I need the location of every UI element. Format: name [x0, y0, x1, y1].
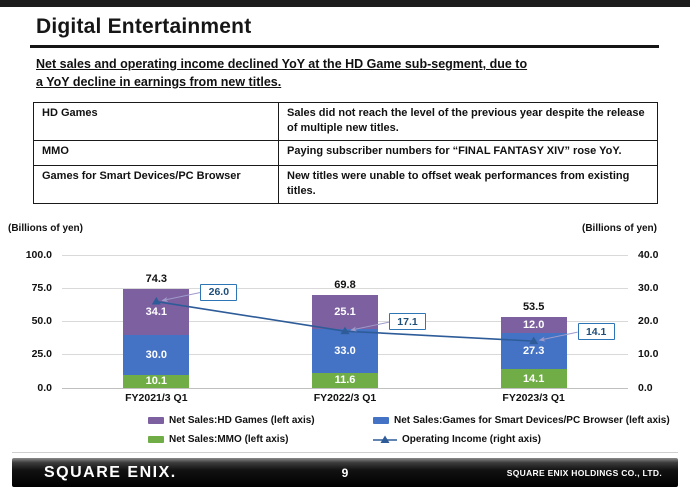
bar-segment-value: 12.0	[522, 318, 545, 331]
bar-total-label: 53.5	[522, 300, 545, 313]
left-axis-tick-label: 75.0	[31, 281, 52, 294]
hd-games-swatch	[148, 417, 164, 424]
bar-segment-value: 11.6	[334, 374, 356, 387]
left-axis-tick-label: 50.0	[31, 315, 52, 327]
right-axis-tick-label: 20.0	[638, 315, 659, 327]
bar-segment: 25.1	[312, 295, 378, 329]
operating-income-callout: 14.1	[577, 323, 615, 341]
bar-segment: 11.6	[312, 372, 378, 388]
company-name: SQUARE ENIX HOLDINGS CO., LTD.	[506, 467, 662, 478]
bar-segment: 12.0	[500, 316, 567, 333]
bar-segment-value: 10.1	[145, 375, 168, 388]
table-cell-segment: MMO	[33, 140, 279, 166]
bar-segment: 30.0	[123, 334, 190, 375]
bar-segment: 33.0	[312, 328, 378, 373]
left-axis-tick-label: 25.0	[31, 348, 52, 361]
right-axis-title: (Billions of yen)	[582, 223, 657, 234]
table-cell-comment: Sales did not reach the level of the pre…	[278, 102, 658, 141]
x-axis-label: FY2021/3 Q1	[125, 392, 188, 404]
page-number: 9	[341, 465, 349, 480]
table-cell-comment: Paying subscriber numbers for “FINAL FAN…	[278, 140, 658, 166]
smart-devices-swatch	[373, 417, 389, 424]
footer-divider	[12, 452, 678, 453]
legend-item-mmo: Net Sales:MMO (left axis)	[148, 434, 288, 445]
gridline	[62, 254, 628, 256]
page-title: Digital Entertainment	[36, 15, 252, 38]
bar-segment-value: 30.0	[145, 348, 168, 361]
legend-item-hd-games: Net Sales:HD Games (left axis)	[148, 415, 315, 426]
table-cell-comment: New titles were unable to offset weak pe…	[278, 165, 658, 204]
table-cell-segment: HD Games	[33, 102, 279, 141]
title-underline	[30, 45, 659, 48]
square-enix-logo: SQUARE ENIX.	[44, 463, 177, 481]
bar-segment-value: 14.1	[522, 372, 545, 385]
table-row: Games for Smart Devices/PC Browser New t…	[33, 165, 658, 204]
legend-label: Net Sales:HD Games (left axis)	[169, 415, 315, 426]
bar-segment-value: 27.3	[522, 345, 545, 358]
bar-total-label: 69.8	[334, 279, 356, 292]
bar-segment: 34.1	[123, 289, 190, 335]
right-axis-tick-label: 40.0	[638, 248, 659, 261]
table-cell-segment: Games for Smart Devices/PC Browser	[33, 165, 279, 204]
legend-label: Net Sales:MMO (left axis)	[169, 434, 289, 445]
x-axis-label: FY2023/3 Q1	[502, 392, 565, 404]
bar-segment: 14.1	[500, 369, 567, 388]
mmo-swatch	[148, 436, 164, 443]
legend-label: Operating Income (right axis)	[402, 434, 541, 445]
left-axis-tick-label: 0.0	[37, 381, 52, 394]
bar-segment-value: 33.0	[334, 344, 356, 357]
operating-income-callout: 17.1	[389, 313, 426, 331]
left-axis-title: (Billions of yen)	[8, 223, 83, 234]
bar-segment-value: 25.1	[334, 305, 356, 318]
table-row: HD Games Sales did not reach the level o…	[33, 102, 658, 141]
left-axis-tick-label: 100.0	[25, 248, 52, 261]
bar-total-label: 74.3	[145, 273, 168, 286]
footer-bar: SQUARE ENIX. 9 SQUARE ENIX HOLDINGS CO.,…	[12, 458, 678, 487]
subtitle-line-1: Net sales and operating income declined …	[36, 57, 528, 71]
bar-segment: 27.3	[500, 332, 567, 370]
right-axis-tick-label: 30.0	[638, 281, 659, 294]
legend-item-operating-income: Operating Income (right axis)	[373, 434, 541, 445]
right-axis-tick-label: 0.0	[638, 381, 653, 394]
operating-income-callout: 26.0	[200, 283, 238, 301]
gridline	[62, 287, 628, 289]
bar-segment: 10.1	[123, 374, 190, 388]
legend-item-smart-devices: Net Sales:Games for Smart Devices/PC Bro…	[373, 415, 670, 426]
bar-segment-value: 34.1	[145, 305, 168, 318]
segment-summary-table: HD Games Sales did not reach the level o…	[33, 102, 658, 204]
slide-top-border	[0, 0, 690, 7]
subtitle-line-2: a YoY decline in earnings from new title…	[36, 75, 282, 89]
right-axis-tick-label: 10.0	[638, 348, 659, 361]
table-row: MMO Paying subscriber numbers for “FINAL…	[33, 140, 658, 166]
legend-label: Net Sales:Games for Smart Devices/PC Bro…	[394, 415, 670, 426]
operating-income-line-marker-icon	[373, 435, 397, 443]
x-axis-label: FY2022/3 Q1	[313, 392, 377, 404]
gridline	[62, 387, 628, 389]
